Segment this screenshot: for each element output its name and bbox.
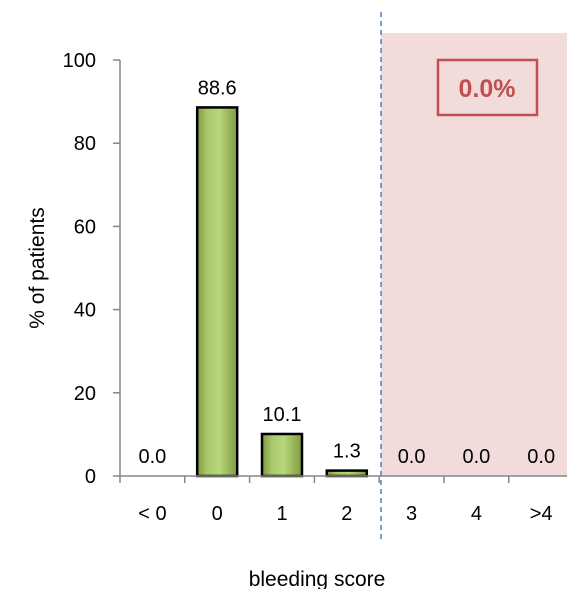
data-labels-group: 0.0 88.6 10.1 1.3 0.0 0.0 0.0 [138, 77, 555, 468]
y-tick-label: 0 [85, 466, 96, 488]
x-tick-label: 0 [212, 503, 223, 525]
x-tick-label: < 0 [138, 503, 166, 525]
y-axis-title: % of patients [26, 207, 49, 328]
y-tick-label: 40 [74, 300, 96, 322]
data-label: 0.0 [527, 446, 555, 468]
x-tick-label: 3 [406, 503, 417, 525]
y-tick-label: 80 [74, 133, 96, 155]
data-label: 10.1 [263, 404, 302, 426]
x-tick-label: 4 [471, 503, 482, 525]
data-label: 0.0 [398, 446, 426, 468]
x-ticks-group: < 0 0 1 2 3 4 >4 [119, 476, 553, 525]
bar-0 [195, 106, 239, 478]
data-label: 88.6 [198, 77, 237, 99]
x-tick-label: 1 [276, 503, 287, 525]
data-label: 0.0 [462, 446, 490, 468]
callout-frame [436, 58, 539, 117]
bars-group [195, 106, 369, 478]
x-tick-label: 2 [341, 503, 352, 525]
bar-2 [325, 469, 369, 478]
x-axis-title: bleeding score [249, 568, 386, 589]
x-tick-label: >4 [530, 503, 553, 525]
y-tick-label: 100 [63, 50, 96, 72]
callout-box: 0.0% [436, 58, 539, 117]
data-label: 1.3 [333, 441, 361, 463]
y-tick-label: 20 [74, 383, 96, 405]
y-ticks-group: 0 20 40 60 80 100 [63, 50, 120, 488]
bar-1 [260, 432, 304, 478]
data-label: 0.0 [138, 446, 166, 468]
callout-label: 0.0% [459, 75, 516, 103]
y-tick-label: 60 [74, 216, 96, 238]
